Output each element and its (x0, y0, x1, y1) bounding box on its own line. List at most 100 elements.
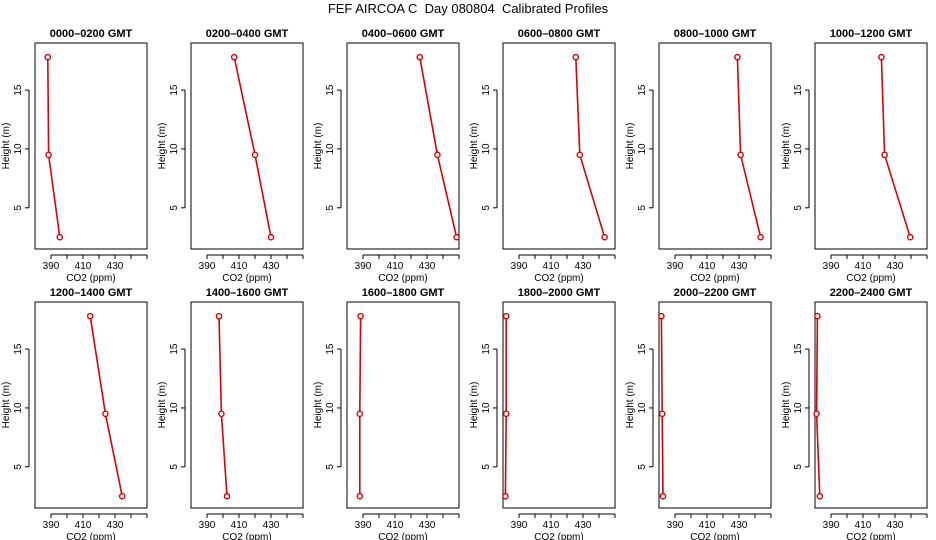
y-axis-label: Height (m) (313, 123, 324, 170)
y-tick-label: 10 (637, 402, 648, 414)
y-tick-label: 10 (481, 402, 492, 414)
plot-frame (34, 42, 148, 250)
x-tick-label: 410 (855, 520, 872, 531)
plot-frame (34, 301, 148, 509)
profile-point (814, 312, 821, 320)
panel-title: 0000–0200 GMT (50, 28, 133, 40)
x-tick-label: 430 (419, 520, 436, 531)
y-axis-label: Height (m) (469, 123, 480, 170)
profile-point (816, 492, 824, 500)
x-tick-label: 410 (75, 261, 92, 272)
profile-line (419, 56, 458, 238)
x-tick-label: 390 (823, 520, 840, 531)
x-tick-label: 410 (699, 520, 716, 531)
y-tick-label: 5 (13, 205, 24, 211)
y-axis-label: Height (m) (157, 382, 168, 429)
profile-line (504, 316, 508, 497)
y-tick-label: 15 (793, 343, 804, 355)
x-tick-label: 410 (387, 261, 404, 272)
profile-point (658, 312, 665, 320)
profile-line (218, 316, 228, 497)
profile-point (416, 53, 424, 61)
profile-point (357, 312, 364, 320)
panel-title: 1800–2000 GMT (518, 287, 601, 299)
x-axis-label: CO2 (ppm) (534, 273, 583, 284)
profile-point (218, 410, 225, 418)
profile-point (737, 151, 744, 159)
panel-title: 1400–1600 GMT (206, 287, 289, 299)
plot-frame (346, 42, 460, 250)
profile-point (734, 53, 741, 61)
y-tick-label: 5 (325, 464, 336, 470)
y-axis-label: Height (m) (157, 123, 168, 170)
y-tick-label: 10 (325, 402, 336, 414)
y-tick-label: 5 (793, 464, 804, 470)
profile-line (736, 57, 762, 238)
y-tick-label: 10 (325, 143, 336, 155)
x-axis-label: CO2 (ppm) (690, 532, 739, 540)
x-tick-label: 430 (887, 261, 904, 272)
profile-point (267, 233, 275, 241)
y-tick-label: 15 (325, 343, 336, 355)
panel-title: 2000–2200 GMT (674, 287, 757, 299)
profile-point (230, 53, 238, 61)
x-axis-label: CO2 (ppm) (66, 532, 115, 540)
y-tick-label: 15 (325, 84, 336, 96)
y-tick-label: 15 (13, 343, 24, 355)
y-axis-label: Height (m) (781, 382, 792, 429)
y-tick-label: 5 (637, 205, 648, 211)
x-tick-label: 410 (543, 261, 560, 272)
profile-point (434, 151, 441, 159)
y-axis-label: Height (m) (625, 382, 636, 429)
profile-line (660, 316, 664, 497)
profile-point (601, 233, 608, 241)
profile-point (102, 410, 109, 418)
x-tick-label: 430 (731, 520, 748, 531)
x-tick-label: 430 (263, 261, 280, 272)
x-tick-label: 430 (419, 261, 436, 272)
y-tick-label: 5 (13, 464, 24, 470)
y-tick-label: 10 (13, 143, 24, 155)
x-tick-label: 410 (855, 261, 872, 272)
plot-frame (814, 42, 928, 250)
panel-title: 1000–1200 GMT (830, 28, 913, 40)
x-tick-label: 410 (699, 261, 716, 272)
plot-frame (190, 301, 304, 509)
y-tick-label: 15 (481, 343, 492, 355)
plot-frame (658, 42, 772, 250)
x-tick-label: 390 (355, 261, 372, 272)
x-tick-label: 390 (823, 261, 840, 272)
figure-title: FEF AIRCOA C Day 080804 Calibrated Profi… (327, 1, 609, 16)
plot-frame (814, 301, 928, 509)
x-tick-label: 390 (667, 261, 684, 272)
x-tick-label: 430 (107, 520, 124, 531)
y-tick-label: 5 (169, 464, 180, 470)
profile-point (576, 151, 584, 159)
profile-point (572, 53, 580, 61)
y-tick-label: 10 (793, 143, 804, 155)
plot-frame (502, 301, 616, 509)
profile-point (251, 151, 259, 159)
y-tick-label: 10 (481, 143, 492, 155)
y-axis-label: Height (m) (1, 123, 12, 170)
y-tick-label: 5 (793, 205, 804, 211)
y-axis-label: Height (m) (1, 382, 12, 429)
y-tick-label: 5 (325, 205, 336, 211)
y-tick-label: 10 (637, 143, 648, 155)
plot-frame (346, 301, 460, 509)
x-axis-label: CO2 (ppm) (846, 532, 895, 540)
profile-point (86, 312, 94, 320)
x-tick-label: 410 (543, 520, 560, 531)
plot-frame (658, 301, 772, 509)
plot-frame (190, 42, 304, 250)
x-tick-label: 390 (667, 520, 684, 531)
